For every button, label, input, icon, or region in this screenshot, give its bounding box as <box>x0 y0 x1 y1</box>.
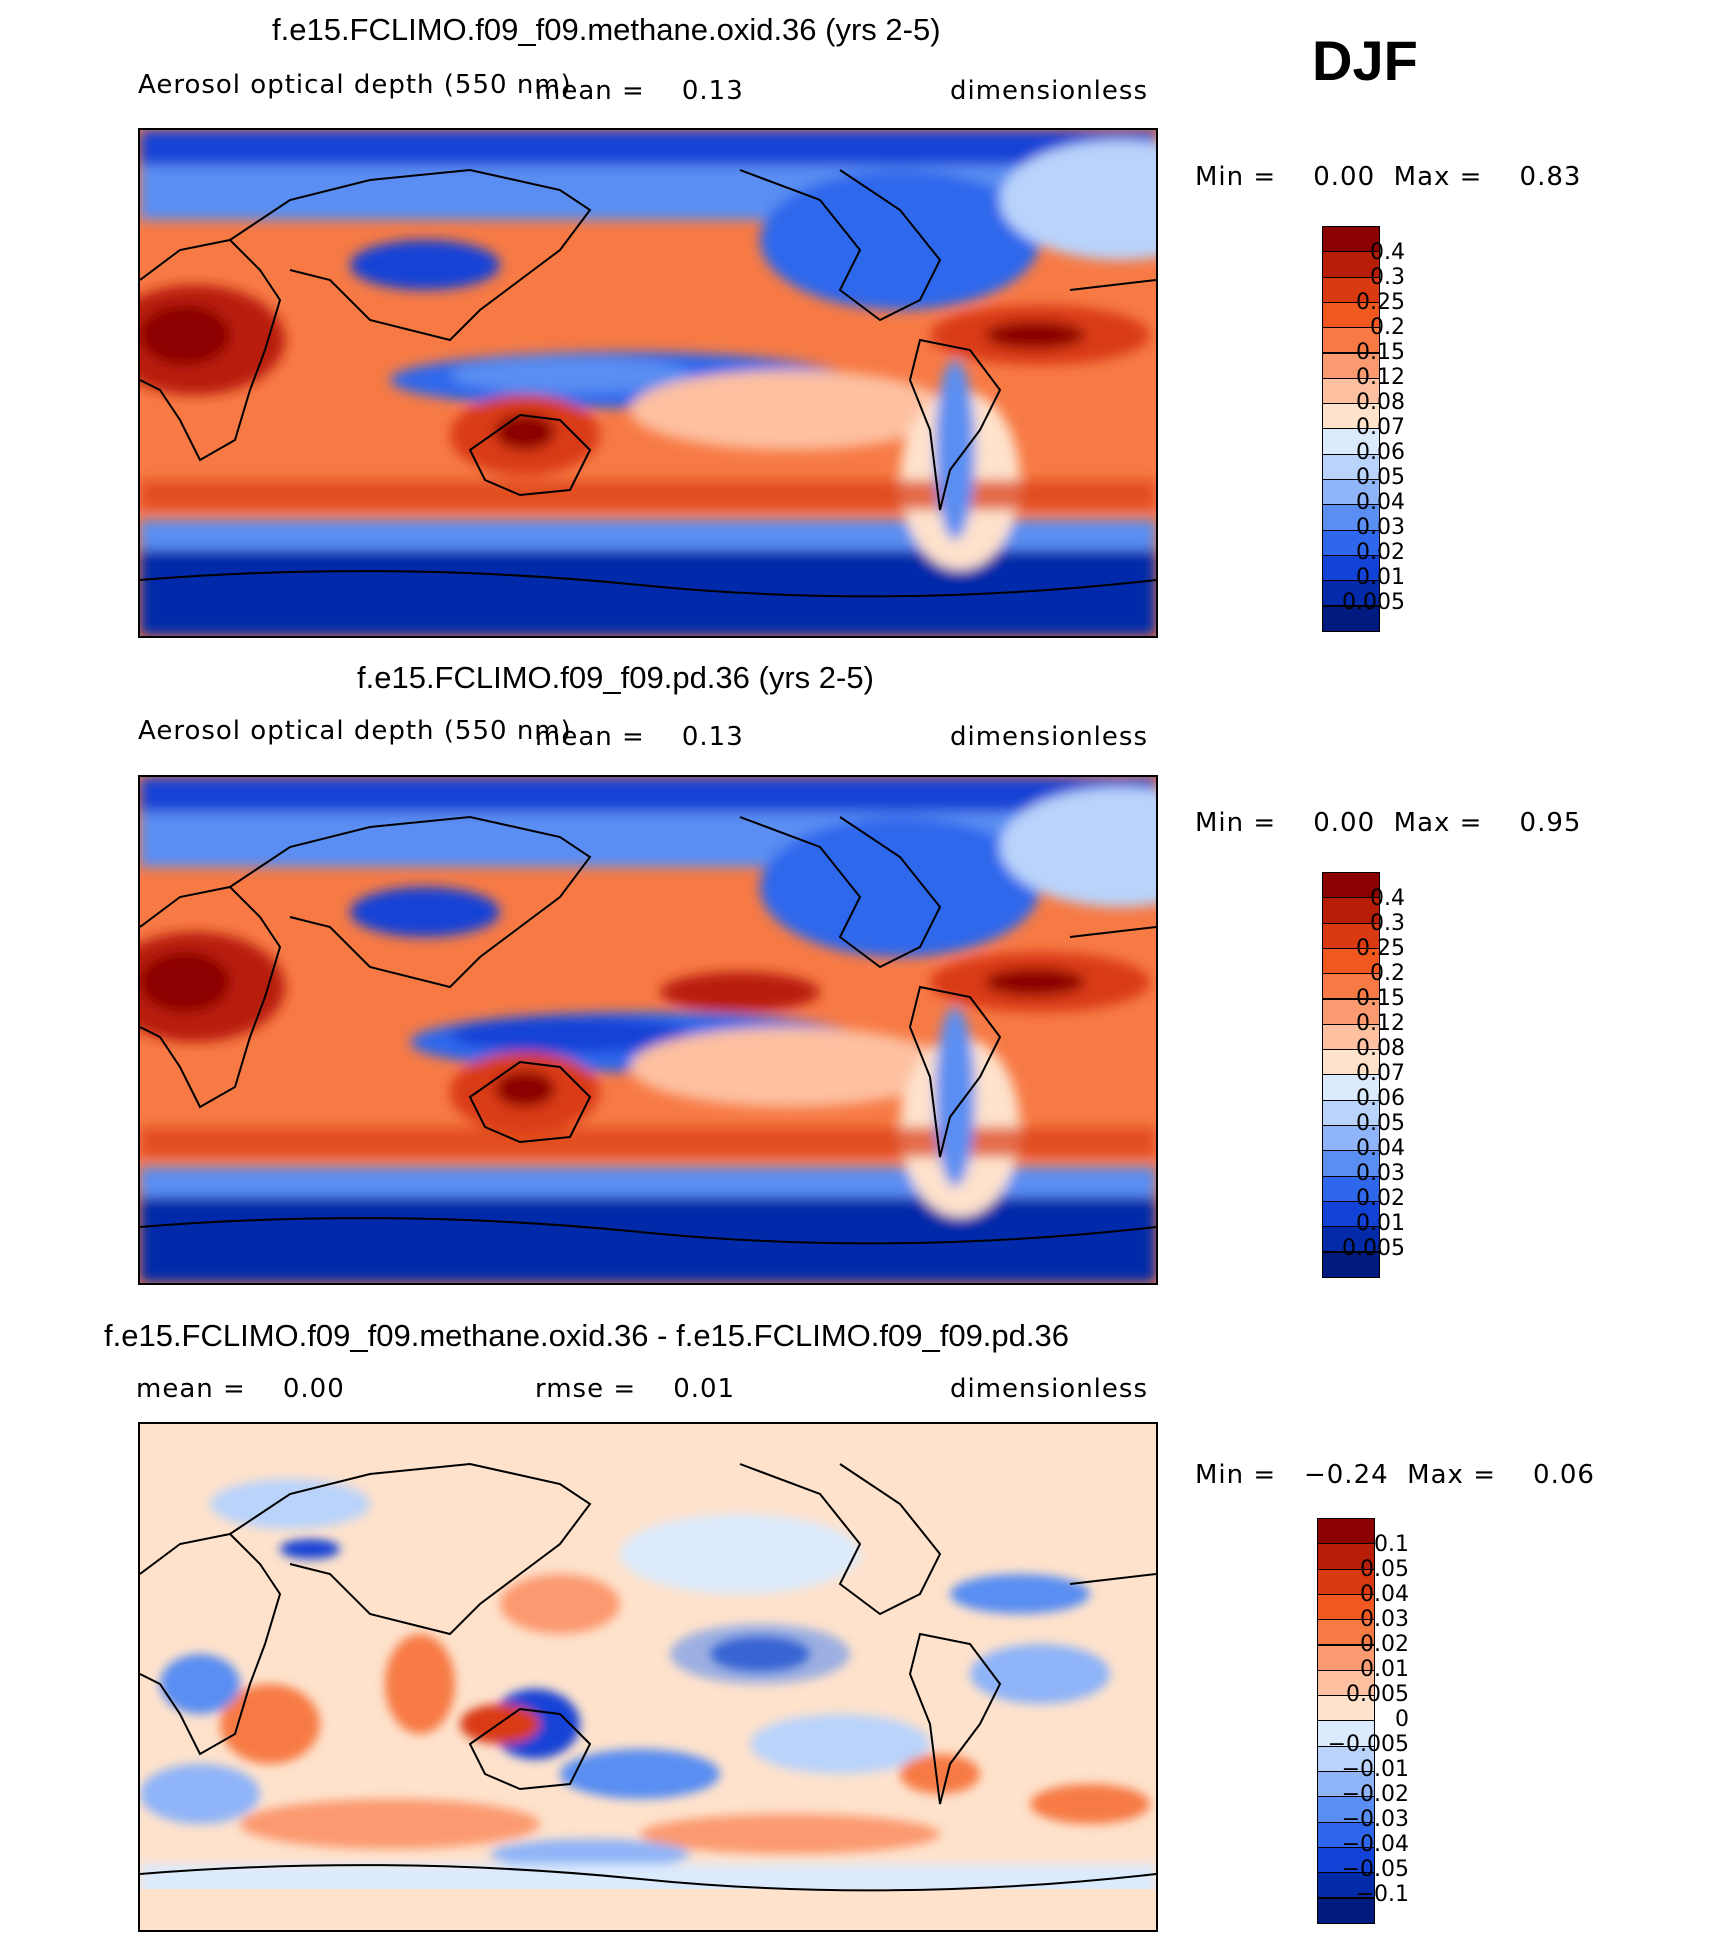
colorbar-label: 0 <box>1395 1707 1409 1732</box>
colorbar-label: −0.04 <box>1341 1832 1409 1857</box>
colorbar-label: −0.01 <box>1341 1757 1409 1782</box>
colorbar-label: 0.2 <box>1370 961 1405 986</box>
colorbar-label: −0.005 <box>1327 1732 1409 1757</box>
colorbar-label: 0.005 <box>1342 590 1405 615</box>
colorbar-swatch <box>1322 605 1380 632</box>
colorbar-label: 0.05 <box>1356 465 1405 490</box>
panel-2-units: dimensionless <box>950 722 1148 752</box>
colorbar-label: 0.02 <box>1356 540 1405 565</box>
colorbar-swatch <box>1317 1846 1375 1874</box>
colorbar-swatch <box>1317 1568 1375 1595</box>
panel-3-minmax: Min = −0.24 Max = 0.06 <box>1195 1460 1595 1490</box>
panel-3-rmse: rmse = 0.01 <box>535 1374 736 1404</box>
colorbar-label: 0.005 <box>1346 1682 1409 1707</box>
colorbar-label: 0.05 <box>1356 1111 1405 1136</box>
panel-3-title: f.e15.FCLIMO.f09_f09.methane.oxid.36 - f… <box>104 1318 1069 1353</box>
colorbar-swatch <box>1317 1745 1375 1772</box>
panel-2-map <box>138 775 1158 1285</box>
colorbar-swatch <box>1322 973 1380 1000</box>
colorbar-swatch <box>1322 872 1380 899</box>
colorbar-swatch <box>1322 1200 1380 1228</box>
colorbar-swatch <box>1317 1897 1375 1924</box>
panel-2-minmax: Min = 0.00 Max = 0.95 <box>1195 808 1582 838</box>
colorbar-label: 0.005 <box>1342 1236 1405 1261</box>
colorbar-label: 0.03 <box>1360 1607 1409 1632</box>
colorbar-label: 0.01 <box>1356 565 1405 590</box>
panel-1-mean: mean = 0.13 <box>535 76 744 106</box>
colorbar-label: −0.05 <box>1341 1857 1409 1882</box>
season-label: DJF <box>1312 29 1418 92</box>
colorbar-label: 0.04 <box>1356 1136 1405 1161</box>
panel-2-variable: Aerosol optical depth (550 nm) <box>138 716 572 746</box>
panel-1-variable: Aerosol optical depth (550 nm) <box>138 70 572 100</box>
colorbar-swatch <box>1317 1518 1375 1545</box>
colorbar-label: 0.03 <box>1356 1161 1405 1186</box>
panel-1-minmax: Min = 0.00 Max = 0.83 <box>1195 162 1582 192</box>
colorbar-label: 0.1 <box>1374 1532 1409 1557</box>
colorbar-label: 0.2 <box>1370 315 1405 340</box>
colorbar-label: 0.15 <box>1356 340 1405 365</box>
colorbar-label: 0.02 <box>1360 1632 1409 1657</box>
colorbar-label: 0.12 <box>1356 365 1405 390</box>
colorbar-label: 0.08 <box>1356 390 1405 415</box>
colorbar-label: 0.07 <box>1356 415 1405 440</box>
colorbar-label: −0.1 <box>1355 1882 1409 1907</box>
colorbar-swatch <box>1322 947 1380 975</box>
colorbar-label: 0.25 <box>1356 936 1405 961</box>
colorbar-swatch <box>1322 276 1380 303</box>
colorbar-label: 0.06 <box>1356 1086 1405 1111</box>
colorbar-swatch <box>1322 1150 1380 1177</box>
colorbar-swatch <box>1322 922 1380 949</box>
panel-3-map-field <box>140 1424 1156 1930</box>
colorbar-label: −0.03 <box>1341 1807 1409 1832</box>
colorbar-label: 0.3 <box>1370 265 1405 290</box>
colorbar-label: 0.4 <box>1370 240 1405 265</box>
panel-3-mean: mean = 0.00 <box>136 1374 345 1404</box>
panel-1-units: dimensionless <box>950 76 1148 106</box>
colorbar-swatch <box>1317 1669 1375 1697</box>
panel-2-title: f.e15.FCLIMO.f09_f09.pd.36 (yrs 2-5) <box>357 660 874 695</box>
colorbar-label: 0.25 <box>1356 290 1405 315</box>
colorbar-label: 0.15 <box>1356 986 1405 1011</box>
panel-2-mean: mean = 0.13 <box>535 722 744 752</box>
colorbar-swatch <box>1322 1175 1380 1202</box>
colorbar-label: 0.04 <box>1360 1582 1409 1607</box>
colorbar-label: 0.04 <box>1356 490 1405 515</box>
panel-1-title: f.e15.FCLIMO.f09_f09.methane.oxid.36 (yr… <box>272 12 941 47</box>
colorbar-swatch <box>1322 1074 1380 1101</box>
colorbar-swatch <box>1317 1720 1375 1747</box>
panel-2-map-field <box>140 777 1156 1283</box>
colorbar-label: 0.05 <box>1360 1557 1409 1582</box>
panel-3-map <box>138 1422 1158 1932</box>
colorbar-label: 0.02 <box>1356 1186 1405 1211</box>
colorbar-swatch <box>1322 226 1380 253</box>
panel-1-map <box>138 128 1158 638</box>
panel-3-units: dimensionless <box>950 1374 1148 1404</box>
colorbar-label: 0.06 <box>1356 440 1405 465</box>
colorbar-label: 0.01 <box>1360 1657 1409 1682</box>
colorbar-swatch <box>1322 1049 1380 1076</box>
colorbar-label: 0.03 <box>1356 515 1405 540</box>
colorbar-swatch <box>1322 504 1380 531</box>
colorbar-label: 0.08 <box>1356 1036 1405 1061</box>
panel-1-map-field <box>140 130 1156 636</box>
colorbar-swatch <box>1322 1125 1380 1152</box>
colorbar-swatch <box>1322 1099 1380 1126</box>
colorbar-label: 0.01 <box>1356 1211 1405 1236</box>
colorbar-swatch <box>1322 1251 1380 1278</box>
colorbar-label: −0.02 <box>1341 1782 1409 1807</box>
colorbar-label: 0.07 <box>1356 1061 1405 1086</box>
colorbar-label: 0.3 <box>1370 911 1405 936</box>
colorbar-label: 0.12 <box>1356 1011 1405 1036</box>
colorbar-label: 0.4 <box>1370 886 1405 911</box>
